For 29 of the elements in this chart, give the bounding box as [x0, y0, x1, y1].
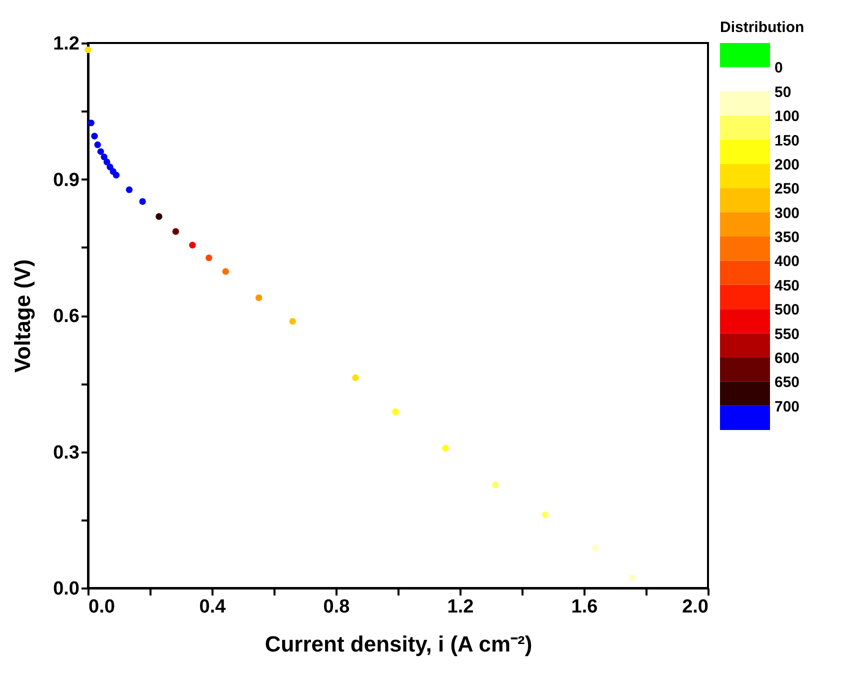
color-bar-label: 200 — [774, 156, 800, 174]
color-bar-label: 450 — [774, 277, 800, 294]
color-bar-label: 400 — [774, 253, 800, 270]
x-tick-label: 2.0 — [682, 596, 708, 618]
color-bar-title: Distribution — [720, 19, 804, 36]
color-bar-label: 300 — [774, 204, 800, 222]
y-tick-label: 0.6 — [53, 306, 80, 327]
x-tick-label: 1.2 — [447, 596, 474, 618]
y-tick-label: 0.9 — [53, 170, 80, 191]
x-tick-label: 0.4 — [199, 596, 226, 618]
x-tick-label: 0.0 — [88, 596, 115, 618]
color-bar-label: 150 — [774, 132, 800, 150]
y-tick-label: 1.2 — [53, 34, 80, 54]
color-bar-label: 550 — [774, 326, 800, 343]
color-bar-label: 100 — [774, 108, 800, 126]
x-tick-label: 0.8 — [323, 596, 350, 618]
color-bar-label: 50 — [774, 84, 792, 101]
x-tick-label: 1.6 — [571, 596, 598, 618]
color-bar-label: 350 — [774, 229, 800, 246]
y-tick-label: 0.0 — [53, 578, 80, 600]
color-bar-label: 500 — [774, 302, 800, 319]
x-axis-title: Current density, i (A cm⁻²) — [264, 632, 532, 656]
color-bar-label: 250 — [774, 180, 800, 198]
color-bar-label: 650 — [774, 374, 800, 392]
y-tick-label: 0.3 — [53, 442, 80, 464]
color-bar-label: 600 — [774, 350, 800, 367]
color-bar-label: 700 — [774, 398, 800, 416]
y-axis-title: Voltage (V) — [10, 259, 36, 373]
color-bar-label: 0 — [774, 60, 783, 77]
